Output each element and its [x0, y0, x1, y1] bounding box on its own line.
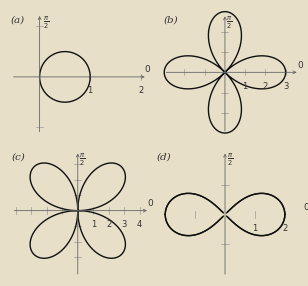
Text: 1: 1	[91, 221, 96, 229]
Text: 2: 2	[282, 224, 287, 233]
Text: 3: 3	[121, 221, 127, 229]
Text: 4: 4	[137, 221, 142, 229]
Text: 2: 2	[138, 86, 144, 95]
Text: (a): (a)	[11, 15, 25, 24]
Text: 2: 2	[263, 82, 268, 91]
Text: $\frac{\pi}{2}$: $\frac{\pi}{2}$	[79, 151, 85, 168]
Text: 1: 1	[242, 82, 248, 91]
Text: 0: 0	[148, 199, 153, 208]
Text: 0: 0	[297, 61, 303, 70]
Text: 3: 3	[283, 82, 288, 91]
Text: 0: 0	[304, 203, 308, 212]
Text: 1: 1	[252, 224, 257, 233]
Text: $\frac{\pi}{2}$: $\frac{\pi}{2}$	[226, 14, 233, 31]
Text: 0: 0	[144, 65, 150, 74]
Text: $\frac{\pi}{2}$: $\frac{\pi}{2}$	[227, 151, 233, 168]
Text: (c): (c)	[12, 152, 25, 161]
Text: 2: 2	[106, 221, 111, 229]
Text: $\frac{\pi}{2}$: $\frac{\pi}{2}$	[43, 14, 50, 31]
Text: (b): (b)	[164, 15, 178, 24]
Text: (d): (d)	[157, 153, 172, 162]
Text: 1: 1	[87, 86, 93, 95]
